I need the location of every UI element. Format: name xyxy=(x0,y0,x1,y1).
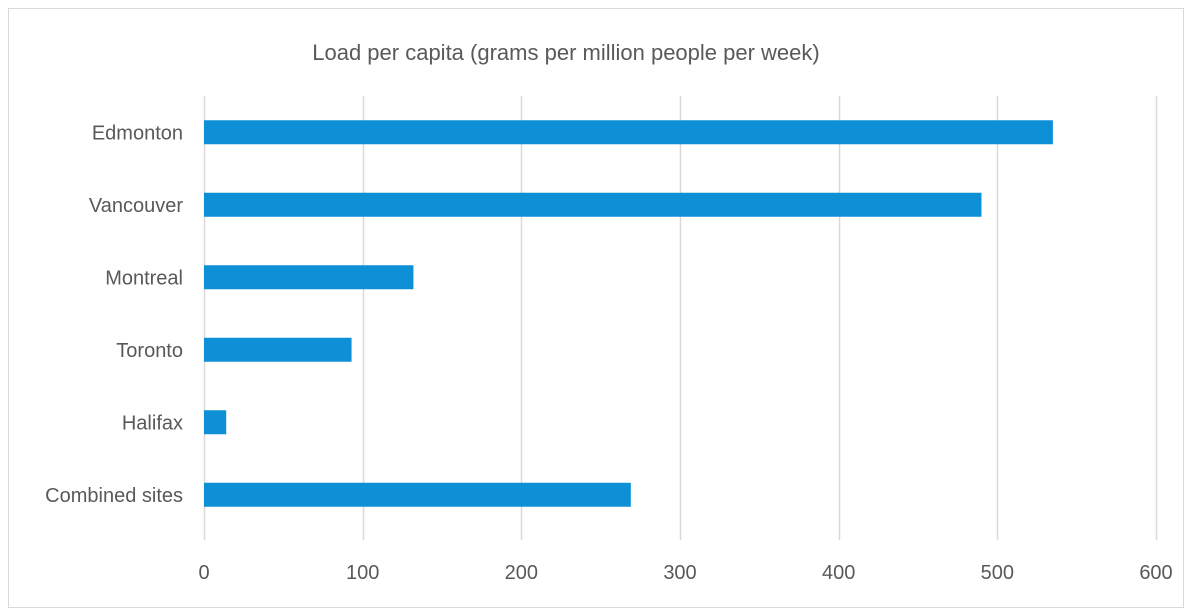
gridlines xyxy=(203,96,1158,540)
x-tick-label: 0 xyxy=(198,562,209,584)
category-label: Edmonton xyxy=(92,122,183,144)
x-tick-label: 400 xyxy=(822,562,855,584)
category-label: Vancouver xyxy=(89,195,183,217)
bar-toronto xyxy=(204,337,352,362)
x-tick-labels: 0 100 200 300 400 500 600 xyxy=(198,562,1172,584)
bar-montreal xyxy=(204,265,414,290)
x-tick-label: 500 xyxy=(981,562,1014,584)
bar-halifax xyxy=(204,410,227,435)
bars xyxy=(204,120,1053,507)
x-tick-label: 600 xyxy=(1139,562,1172,584)
category-label: Halifax xyxy=(122,412,183,434)
chart-title: Load per capita (grams per million peopl… xyxy=(312,40,820,65)
x-tick-label: 200 xyxy=(505,562,538,584)
category-label: Montreal xyxy=(105,267,183,289)
bar-vancouver xyxy=(204,192,982,217)
category-labels: Edmonton Vancouver Montreal Toronto Halifax C… xyxy=(45,122,183,507)
bar-combined-sites xyxy=(204,482,631,507)
bar-chart: Edmonton Vancouver Montreal Toronto Halifax C… xyxy=(45,96,1173,584)
category-label: Combined sites xyxy=(45,485,183,507)
category-label: Toronto xyxy=(116,340,183,362)
bar-edmonton xyxy=(204,120,1053,145)
x-tick-label: 100 xyxy=(346,562,379,584)
x-tick-label: 300 xyxy=(663,562,696,584)
